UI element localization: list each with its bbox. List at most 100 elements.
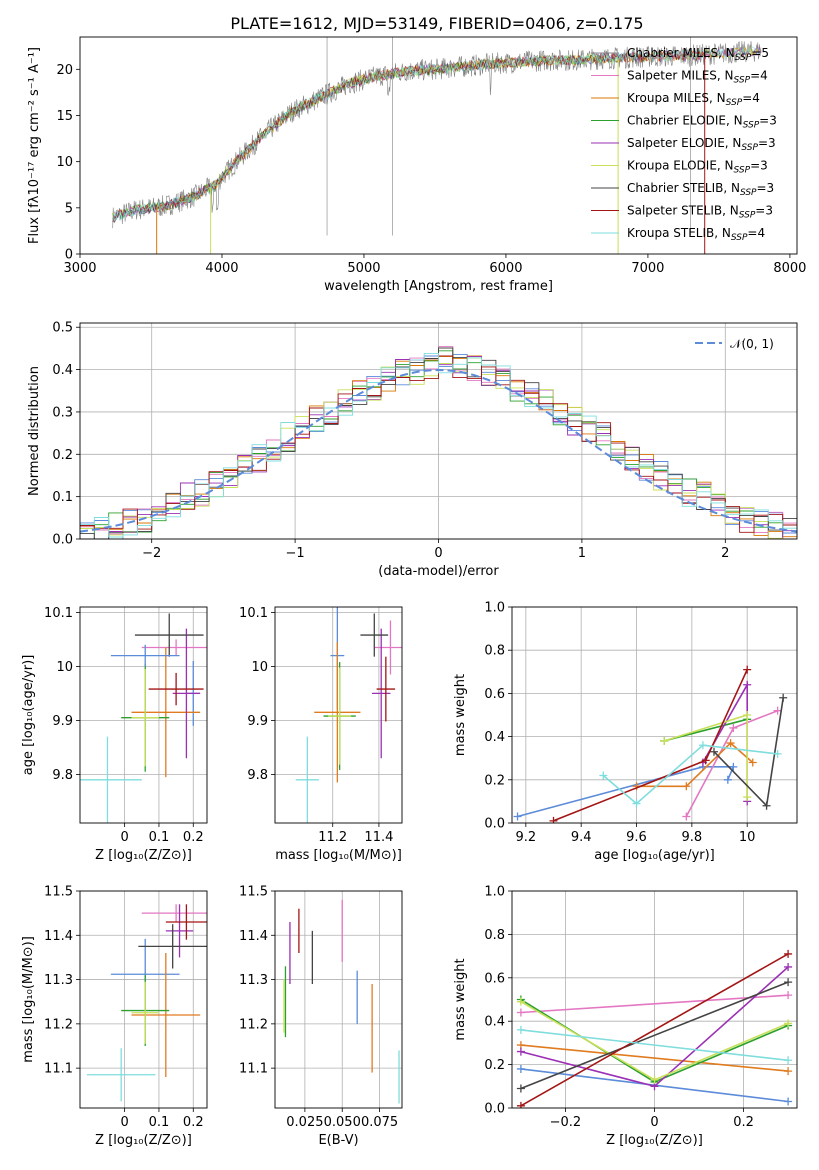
weight-marker	[513, 812, 522, 821]
legend-label: Salpeter MILES, NSSP=4	[627, 69, 768, 86]
axes-frame	[79, 322, 798, 540]
weight-marker	[682, 812, 691, 821]
weight-marker	[516, 1025, 525, 1034]
y-tick-label: 11.4	[44, 929, 73, 944]
legend-label: Kroupa ELODIE, NSSP=3	[627, 159, 768, 176]
y-tick-label: 1.0	[484, 601, 505, 616]
x-tick-label: 6000	[489, 261, 522, 276]
x-tick-label: 0.2	[733, 1115, 754, 1130]
y-tick-label: 11.3	[239, 973, 268, 988]
weight-series	[516, 991, 793, 1017]
error-bar	[172, 628, 201, 759]
y-tick-label: 0.4	[52, 363, 73, 378]
figure-panels: 3000 4000 5000 6000 7000 800005101520waveleng…	[21, 36, 806, 1148]
error-bar	[376, 656, 396, 722]
plot-area	[283, 899, 400, 1104]
error-bar	[80, 736, 142, 823]
weight-marker	[599, 771, 608, 780]
y-tick-label: 11.5	[44, 885, 73, 900]
plot-area	[80, 346, 797, 539]
x-tick-label: 0	[120, 830, 128, 845]
axes-frame	[511, 890, 798, 1109]
panel-EBV-mass: 0.025 0.050 0.075 11.1 11.2 11.3 11.4 11.5 E(B-V…	[239, 885, 403, 1148]
axes-frame	[79, 890, 208, 1109]
weight-marker	[698, 741, 707, 750]
y-tick-label: 5	[65, 201, 73, 216]
y-tick-label: 0.5	[52, 321, 73, 336]
weight-marker	[784, 991, 793, 1000]
weight-marker	[762, 801, 771, 810]
error-bar	[328, 667, 352, 765]
y-tick-label: 11.1	[239, 1062, 268, 1077]
y-tick-label: 0.1	[52, 490, 73, 505]
y-tick-label: 20	[56, 63, 73, 78]
weight-line	[520, 994, 789, 1014]
error-bar	[374, 620, 402, 675]
weight-line	[520, 1029, 789, 1062]
weight-series	[632, 739, 757, 791]
x-tick-label: 0.2	[183, 1115, 204, 1130]
y-tick-label: 0.2	[484, 773, 505, 788]
legend-label: Chabrier STELIB, NSSP=3	[627, 181, 774, 198]
y-axis-label: Flux [fλ10⁻¹⁷ erg cm⁻² s⁻¹ A⁻¹]	[27, 47, 42, 244]
y-tick-label: 0.0	[484, 1102, 505, 1117]
normal-curve	[80, 368, 797, 533]
x-tick-label: 0	[650, 1115, 658, 1130]
x-tick-label: 0.1	[149, 830, 170, 845]
weight-series	[516, 978, 793, 1093]
axes-frame	[274, 606, 403, 824]
x-axis-label: Z [log₁₀(Z/Z⊙)]	[95, 1133, 192, 1148]
x-tick-label: 11.4	[364, 830, 393, 845]
weight-marker	[784, 1019, 793, 1028]
y-tick-label: 11.4	[239, 929, 268, 944]
x-tick-label: 5000	[347, 261, 380, 276]
y-tick-label: 0.2	[52, 448, 73, 463]
figure-title: PLATE=1612, MJD=53149, FIBERID=0406, z=0…	[230, 14, 643, 33]
weight-marker	[726, 739, 735, 748]
y-tick-label: 9.9	[247, 714, 268, 729]
plot-area	[513, 665, 788, 823]
y-tick-label: 11.2	[44, 1017, 73, 1032]
x-tick-label: −0.2	[550, 1115, 582, 1130]
y-axis-label: Normed distribution	[27, 366, 42, 496]
weight-line	[685, 709, 778, 817]
weight-marker	[516, 1084, 525, 1093]
error-bar	[165, 904, 194, 958]
axes-frame	[79, 606, 208, 824]
weight-marker	[701, 756, 710, 765]
y-tick-label: 0.2	[484, 1058, 505, 1073]
weight-series	[516, 1025, 793, 1065]
weight-series	[599, 741, 782, 808]
x-axis-label: mass [log₁₀(M/M⊙)]	[275, 848, 402, 863]
y-tick-label: 0.3	[52, 405, 73, 420]
model-spectrum	[112, 46, 761, 221]
weight-marker	[682, 782, 691, 791]
weight-marker	[784, 949, 793, 958]
error-bar	[131, 669, 159, 767]
x-tick-label: 11.2	[318, 830, 347, 845]
error-bar	[131, 647, 201, 778]
x-tick-label: 0.1	[149, 1115, 170, 1130]
y-tick-label: 9.8	[52, 768, 73, 783]
x-axis-label: Z [log₁₀(Z/Z⊙)]	[606, 1133, 703, 1148]
weight-line	[553, 669, 748, 822]
weight-marker	[748, 758, 757, 767]
error-bar	[314, 642, 361, 783]
plot-area	[112, 37, 762, 254]
x-tick-label: −2	[142, 546, 161, 561]
error-bar	[165, 904, 207, 940]
axes-frame	[511, 606, 798, 824]
y-tick-label: 0.4	[484, 1015, 505, 1030]
x-axis-label: wavelength [Angstrom, rest frame]	[324, 279, 553, 294]
x-tick-label: 0.025	[286, 1115, 323, 1130]
legend-label: 𝒩(0, 1)	[730, 337, 774, 351]
x-axis-label: (data-model)/error	[378, 564, 499, 579]
weight-line	[520, 981, 789, 1090]
legend-label: Kroupa MILES, NSSP=4	[627, 91, 760, 108]
error-bar	[131, 953, 201, 1077]
legend-label: Salpeter STELIB, NSSP=3	[627, 204, 773, 221]
x-tick-label: 0	[434, 546, 442, 561]
y-axis-label: mass weight	[453, 674, 468, 756]
error-bar	[148, 672, 204, 706]
